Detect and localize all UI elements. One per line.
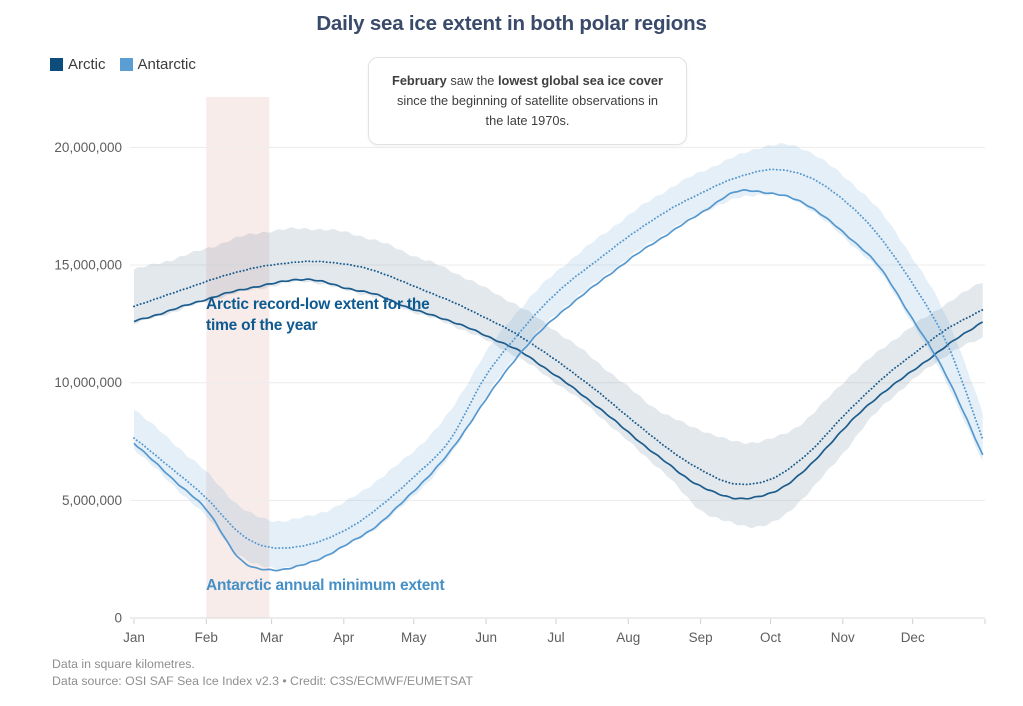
footer-source: Data source: OSI SAF Sea Ice Index v2.3 … bbox=[52, 674, 473, 689]
y-axis-label: 20,000,000 bbox=[54, 140, 122, 155]
antarctic-swatch-icon bbox=[119, 58, 133, 71]
antarctic-observed-line bbox=[133, 189, 984, 572]
arctic-observed-line bbox=[133, 278, 984, 500]
y-axis-label: 0 bbox=[114, 611, 122, 626]
callout-text-segment: since the beginning of satellite observa… bbox=[396, 92, 659, 128]
legend: Arctic Antarctic bbox=[50, 56, 196, 73]
arctic-annotation: Arctic record-low extent for the time of… bbox=[206, 296, 430, 335]
y-axis-label: 5,000,000 bbox=[62, 493, 122, 508]
x-axis-label: Aug bbox=[616, 630, 640, 645]
x-axis-label: Oct bbox=[760, 630, 781, 645]
callout-text: February saw the lowest global sea ice c… bbox=[387, 71, 668, 130]
antarctic-annotation: Antarctic annual minimum extent bbox=[206, 577, 445, 594]
x-axis-label: Mar bbox=[260, 630, 284, 645]
legend-label-arctic: Arctic bbox=[68, 56, 106, 73]
x-axis-label: Jun bbox=[475, 630, 497, 645]
legend-item-antarctic: Antarctic bbox=[119, 56, 196, 73]
footer: Data in square kilometres. Data source: … bbox=[52, 656, 473, 691]
callout-bold-text: February bbox=[392, 73, 447, 88]
arctic-swatch-icon bbox=[50, 58, 63, 71]
x-axis-label: Jul bbox=[547, 630, 564, 645]
footer-note: Data in square kilometres. bbox=[52, 657, 195, 671]
x-axis-label: Nov bbox=[831, 630, 855, 645]
x-axis-label: Dec bbox=[901, 630, 925, 645]
x-axis-label: Jan bbox=[123, 630, 145, 645]
x-axis-label: May bbox=[401, 630, 427, 645]
callout-text-segment: saw the bbox=[446, 73, 498, 88]
antarctic-median-line bbox=[133, 168, 984, 550]
x-axis-label: Sep bbox=[689, 630, 713, 645]
arctic-median-line bbox=[133, 260, 984, 486]
page-title: Daily sea ice extent in both polar regio… bbox=[316, 12, 707, 35]
callout-box: February saw the lowest global sea ice c… bbox=[368, 57, 687, 146]
legend-label-antarctic: Antarctic bbox=[137, 56, 196, 73]
y-axis-label: 10,000,000 bbox=[54, 375, 122, 390]
y-axis-label: 15,000,000 bbox=[54, 258, 122, 273]
x-axis-label: Apr bbox=[333, 630, 355, 645]
x-axis-label: Feb bbox=[195, 630, 218, 645]
callout-bold-text: lowest global sea ice cover bbox=[497, 73, 663, 88]
legend-item-arctic: Arctic bbox=[50, 56, 106, 73]
